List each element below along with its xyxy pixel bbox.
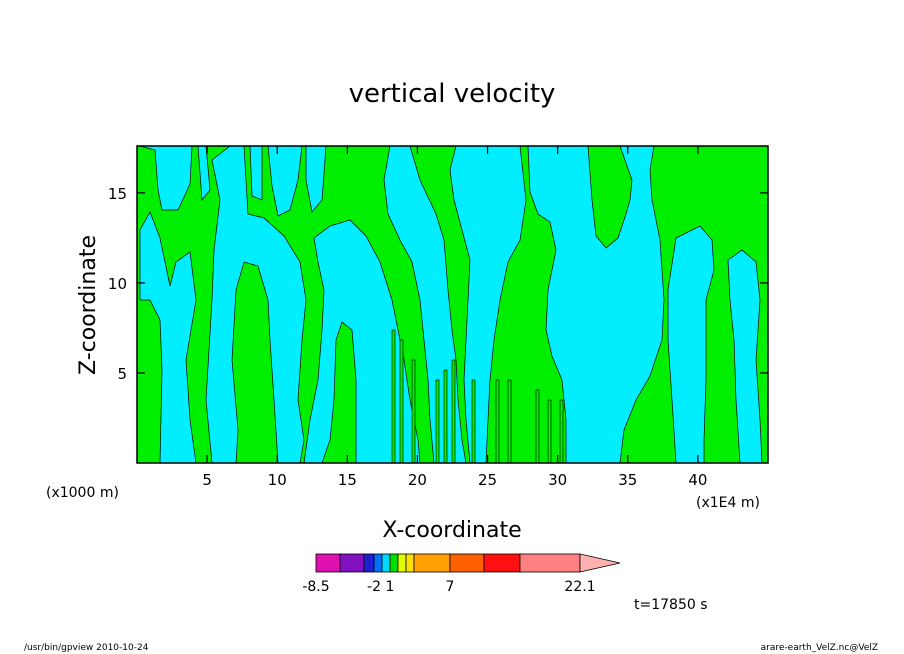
x-tick-label: 30 [548,471,567,489]
x-tick-label: 15 [338,471,357,489]
negative-velocity-region [727,249,763,463]
footer-right: arare-earth_VelZ.nc@VelZ [761,643,878,653]
y-tick-label: 15 [108,185,127,203]
colorbar-segment [373,553,383,573]
x-axis-ticks: 5 10 15 20 25 30 35 40 [202,146,707,489]
colorbar-segment [519,553,581,573]
colorbar-segment [483,553,521,573]
colorbar-arrow [579,553,621,573]
negative-velocity-region [267,146,303,217]
positive-filament [411,359,416,463]
colorbar-label: 7 [446,579,455,595]
chart-title: vertical velocity [349,79,556,109]
negative-velocity-region [139,146,193,211]
negative-velocity-region [205,146,307,463]
negative-velocity-region [305,146,327,213]
colorbar-segment [449,553,485,573]
colorbar-label: -2 [367,579,381,595]
negative-velocity-region [303,219,421,463]
y-tick-label: 5 [117,365,127,383]
x-unit-left: (x1000 m) [46,485,119,501]
y-axis-label: Z-coordinate [76,235,101,375]
x-tick-label: 10 [268,471,287,489]
footer-left: /usr/bin/gpview 2010-10-24 [24,643,149,653]
positive-filament [443,369,448,463]
negative-velocity-region [139,211,197,463]
colorbar-label: 22.1 [564,579,595,595]
positive-filament [391,329,396,463]
positive-filament [559,399,564,463]
positive-filament [507,379,512,463]
positive-filament [471,379,476,463]
colorbar [315,553,621,573]
colorbar-segment [339,553,365,573]
positive-filament [535,389,540,463]
x-axis-label: X-coordinate [382,518,521,543]
positive-filament [435,379,440,463]
y-axis-ticks: 5 10 15 [108,185,768,383]
colorbar-segment [315,553,341,573]
negative-velocity-region [527,146,665,463]
colorbar-segment [405,553,415,573]
positive-filament [495,379,500,463]
colorbar-segment [397,553,407,573]
colorbar-label: 1 [386,579,395,595]
positive-filament [399,339,404,463]
x-tick-label: 5 [202,471,212,489]
negative-velocity-region [667,225,715,463]
negative-velocity-regions [139,146,763,463]
colorbar-segment [363,553,375,573]
negative-velocity-region [449,146,527,463]
time-label: t=17850 s [634,597,708,613]
x-tick-label: 25 [478,471,497,489]
y-tick-label: 10 [108,275,127,293]
positive-filament [451,359,456,463]
negative-velocity-region [197,146,211,201]
positive-filament [547,399,552,463]
plot-area [137,146,768,463]
colorbar-segment [389,553,399,573]
colorbar-label: -8.5 [302,579,329,595]
x-tick-label: 35 [618,471,637,489]
x-unit-right: (x1E4 m) [696,495,760,511]
x-tick-label: 40 [688,471,707,489]
x-tick-label: 20 [408,471,427,489]
plot-frame [136,145,769,464]
colorbar-segment [381,553,391,573]
colorbar-labels: -8.5 -2 1 7 22.1 [302,579,595,595]
colorbar-segment [413,553,451,573]
negative-velocity-region [249,146,263,201]
